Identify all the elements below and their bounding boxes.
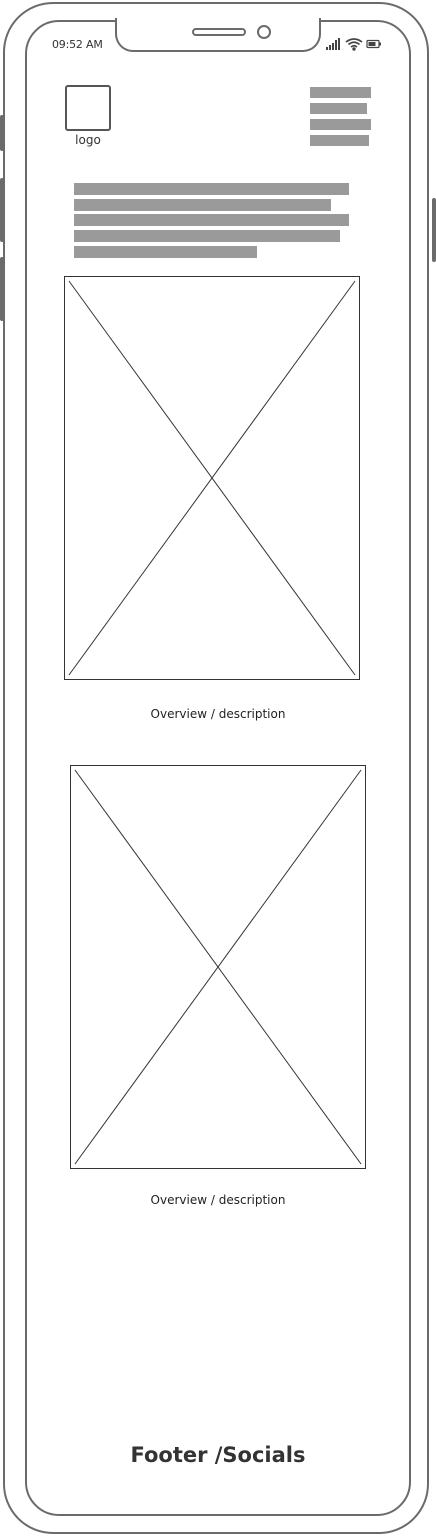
- footer-socials[interactable]: Footer /Socials: [130, 1443, 306, 1467]
- wifi-icon: [345, 38, 363, 51]
- device-side-button-left-3: [0, 257, 4, 321]
- image-placeholder-cross: [74, 769, 362, 1165]
- menu-line: [310, 87, 371, 98]
- logo-label: logo: [75, 133, 101, 147]
- intro-text-placeholder: [74, 183, 354, 263]
- device-notch: [115, 18, 321, 52]
- logo[interactable]: [65, 85, 111, 131]
- status-icons: [326, 38, 381, 51]
- battery-icon: [366, 39, 381, 49]
- menu-line: [310, 135, 369, 146]
- caption-2: Overview / description: [150, 1193, 286, 1207]
- image-placeholder-1: [64, 276, 360, 680]
- text-line-placeholder: [74, 199, 331, 211]
- hamburger-menu-icon[interactable]: [310, 87, 372, 147]
- speaker-icon: [192, 28, 246, 36]
- device-screen: [25, 20, 411, 1516]
- device-side-button-right: [432, 198, 436, 262]
- camera-icon: [257, 25, 271, 39]
- status-time: 09:52 AM: [52, 38, 103, 51]
- menu-line: [310, 103, 367, 114]
- device-side-button-left-1: [0, 115, 4, 151]
- text-line-placeholder: [74, 183, 349, 195]
- signal-icon: [326, 38, 340, 50]
- menu-line: [310, 119, 371, 130]
- text-line-placeholder: [74, 214, 349, 226]
- text-line-placeholder: [74, 246, 257, 258]
- image-placeholder-cross: [68, 280, 356, 676]
- device-side-button-left-2: [0, 178, 4, 242]
- image-placeholder-2: [70, 765, 366, 1169]
- caption-1: Overview / description: [150, 707, 286, 721]
- text-line-placeholder: [74, 230, 340, 242]
